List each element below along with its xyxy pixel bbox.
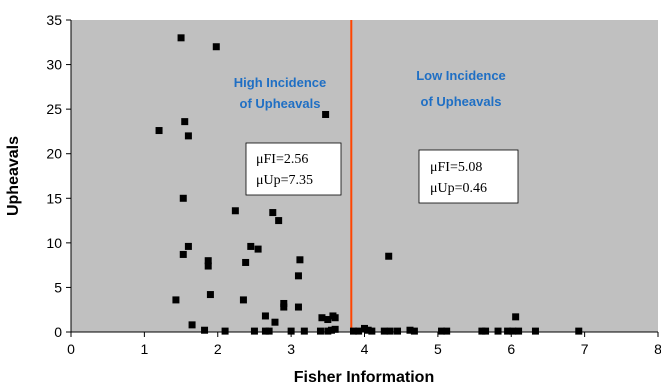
data-point — [261, 327, 269, 335]
high-region-mean-fi: μFI=2.56 — [256, 152, 308, 167]
x-tick-label: 7 — [581, 341, 589, 357]
data-point — [239, 296, 247, 304]
data-point — [324, 327, 332, 335]
data-point — [247, 242, 255, 250]
y-tick-label: 20 — [46, 146, 62, 162]
data-point — [265, 327, 273, 335]
data-point — [280, 299, 288, 307]
y-tick-label: 30 — [46, 57, 62, 73]
data-point — [204, 262, 212, 270]
high-region-label-line2: of Upheavals — [240, 96, 321, 111]
plot-area — [71, 20, 658, 332]
data-point — [296, 256, 304, 264]
data-point — [509, 327, 517, 335]
data-point — [355, 327, 363, 335]
y-axis-ticks: 0 5 10 15 20 25 30 35 — [46, 12, 71, 340]
data-point — [254, 245, 262, 253]
data-point — [531, 327, 539, 335]
data-point — [206, 291, 214, 299]
data-point — [179, 250, 187, 258]
data-point — [181, 118, 189, 126]
y-tick-label: 25 — [46, 101, 62, 117]
data-point — [271, 318, 279, 326]
data-point — [482, 327, 490, 335]
data-point — [385, 252, 393, 260]
low-region-label-line1: Low Incidence — [416, 68, 506, 83]
data-point — [394, 327, 402, 335]
data-point — [331, 325, 339, 333]
x-tick-label: 6 — [507, 341, 515, 357]
data-points — [155, 34, 583, 335]
data-point — [327, 326, 335, 334]
x-tick-label: 1 — [140, 341, 148, 357]
data-point — [250, 327, 258, 335]
y-tick-label: 15 — [46, 190, 62, 206]
y-tick-label: 10 — [46, 235, 62, 251]
y-tick-label: 35 — [46, 12, 62, 28]
data-point — [515, 327, 523, 335]
data-point — [300, 327, 308, 335]
data-point — [316, 327, 324, 335]
x-tick-label: 5 — [434, 341, 442, 357]
data-point — [349, 327, 357, 335]
data-point — [201, 326, 209, 334]
data-point — [318, 314, 326, 322]
data-point — [294, 303, 302, 311]
data-point — [478, 327, 486, 335]
data-point — [368, 327, 376, 335]
x-tick-label: 3 — [287, 341, 295, 357]
data-point — [269, 209, 277, 217]
high-region-label-line1: High Incidence — [234, 75, 326, 90]
y-tick-label: 5 — [54, 279, 62, 295]
data-point — [512, 313, 520, 321]
data-point — [287, 327, 295, 335]
data-point — [188, 321, 196, 329]
y-axis-title: Upheavals — [5, 136, 22, 216]
low-region-stats-box: μFI=5.08 μUp=0.46 — [418, 149, 519, 204]
data-point — [242, 258, 250, 266]
low-region-mean-fi: μFI=5.08 — [430, 160, 482, 175]
data-point — [443, 327, 451, 335]
data-point — [155, 127, 163, 135]
y-tick-label: 0 — [54, 324, 62, 340]
data-point — [438, 327, 446, 335]
data-point — [386, 327, 394, 335]
data-point — [294, 272, 302, 280]
data-point — [494, 327, 502, 335]
low-region-label-line2: of Upheavals — [421, 94, 502, 109]
data-point — [184, 132, 192, 140]
data-point — [331, 314, 339, 322]
data-point — [361, 324, 368, 332]
data-point — [231, 207, 239, 215]
x-tick-label: 0 — [67, 341, 75, 357]
data-point — [364, 326, 372, 334]
x-tick-label: 8 — [654, 341, 661, 357]
high-region-mean-up: μUp=7.35 — [256, 173, 313, 188]
data-point — [406, 326, 414, 334]
x-axis-title: Fisher Information — [294, 369, 434, 386]
data-point — [172, 296, 180, 304]
high-region-stats-box: μFI=2.56 μUp=7.35 — [245, 142, 342, 196]
low-region-mean-up: μUp=0.46 — [430, 181, 487, 196]
data-point — [280, 303, 288, 311]
data-point — [504, 327, 512, 335]
data-point — [261, 312, 269, 320]
data-point — [177, 34, 185, 42]
data-point — [380, 327, 388, 335]
data-point — [322, 110, 330, 118]
data-point — [204, 257, 212, 265]
data-point — [324, 316, 332, 324]
data-point — [221, 327, 229, 335]
data-point — [212, 43, 220, 51]
data-point — [275, 217, 283, 225]
data-point — [575, 327, 583, 335]
data-point — [410, 327, 418, 335]
x-axis-ticks: 0 1 2 3 4 5 6 7 8 — [67, 332, 661, 357]
x-tick-label: 4 — [361, 341, 369, 357]
data-point — [184, 242, 192, 250]
x-tick-label: 2 — [214, 341, 222, 357]
data-point — [179, 194, 187, 202]
